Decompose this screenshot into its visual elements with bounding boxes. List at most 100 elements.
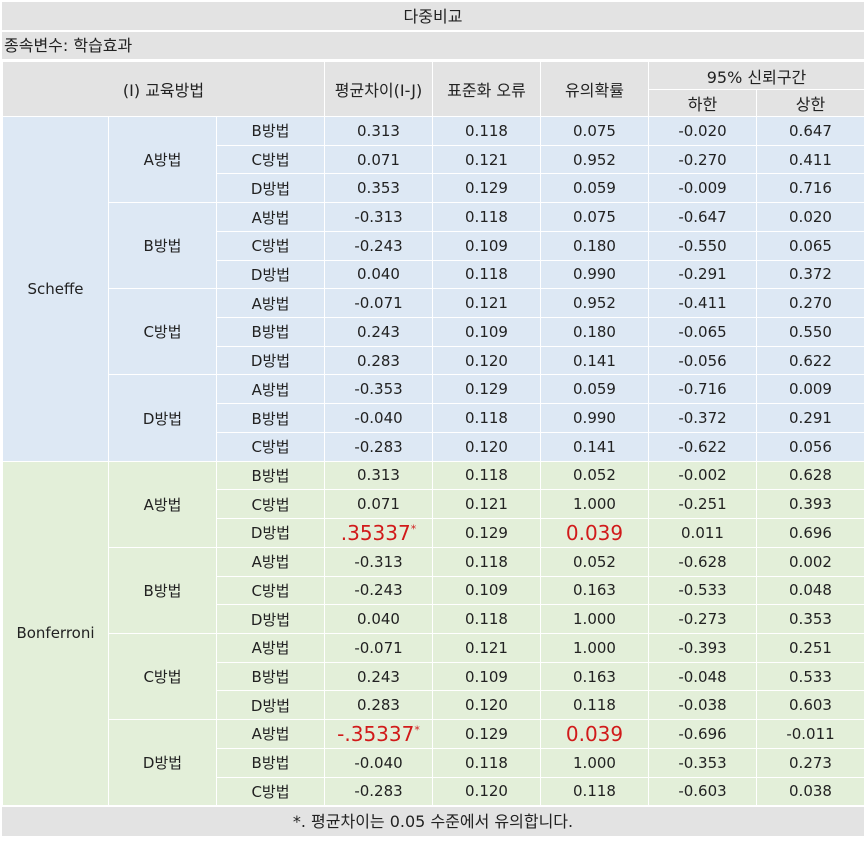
group-j-cell: B방법 [216,460,325,491]
method-label: Scheffe [2,116,109,462]
ci-lower-cell: -0.048 [648,661,757,692]
std-err-cell: 0.109 [432,661,541,692]
mean-diff-cell: 0.313 [324,116,433,146]
header-ci: 95% 신뢰구간 [648,61,865,90]
group-j-cell: B방법 [216,403,325,433]
ci-upper-cell: 0.353 [756,604,865,634]
std-err-cell: 0.129 [432,173,541,204]
group-j-cell: D방법 [216,518,325,548]
ci-lower-cell: -0.393 [648,632,757,663]
std-err-cell: 0.109 [432,230,541,261]
mean-diff-cell: 0.283 [324,690,433,721]
sig-cell: 0.141 [540,345,649,376]
ci-lower-cell: -0.273 [648,604,757,634]
sig-cell: 0.952 [540,144,649,175]
mean-diff-cell: 0.243 [324,661,433,692]
ci-lower-cell: -0.056 [648,345,757,376]
mean-diff-cell: 0.071 [324,489,433,520]
std-err-cell: 0.120 [432,431,541,462]
std-err-cell: 0.118 [432,116,541,146]
ci-upper-cell: 0.270 [756,288,865,319]
sig-cell: 0.990 [540,403,649,433]
ci-lower-cell: -0.550 [648,230,757,261]
group-j-cell: C방법 [216,431,325,462]
mean-diff-cell: 0.353 [324,173,433,204]
dependent-variable: 종속변수: 학습효과 [2,32,864,61]
mean-diff-cell: -0.243 [324,575,433,606]
group-j-cell: D방법 [216,604,325,634]
ci-lower-cell: -0.716 [648,374,757,405]
group-i-label: C방법 [108,632,217,721]
mean-diff-cell: 0.071 [324,144,433,175]
ci-lower-cell: -0.603 [648,776,757,807]
ci-upper-cell: 0.065 [756,230,865,261]
significance-marker: * [410,522,417,536]
std-err-cell: 0.118 [432,460,541,491]
table-row: B방법 0.243 0.109 0.163 -0.048 0.533 [3,661,865,692]
table-row: D방법 0.040 0.118 0.990 -0.291 0.372 [3,259,865,290]
mean-diff-value: .35337 [340,520,411,545]
group-j-cell: C방법 [216,230,325,261]
significance-marker: * [414,723,420,737]
mean-diff-cell: -0.243 [324,230,433,261]
table-row: C방법 -0.283 0.120 0.118 -0.603 0.038 [3,776,865,807]
mean-diff-cell: -0.353 [324,374,433,405]
mean-diff-cell: 0.243 [324,317,433,347]
mean-diff-cell: -0.313 [324,546,433,577]
std-err-cell: 0.121 [432,489,541,520]
group-j-cell: C방법 [216,776,325,807]
mean-diff-cell: -0.283 [324,431,433,462]
group-j-cell: C방법 [216,489,325,520]
ci-upper-cell: 0.020 [756,202,865,232]
ci-upper-cell: 0.056 [756,431,865,462]
significant-mean-diff: .35337* [341,521,416,545]
group-i-label: D방법 [108,719,217,807]
table-row: C방법 A방법 -0.071 0.121 0.952 -0.411 0.270 [3,288,865,376]
sig-cell: 0.075 [540,116,649,146]
sig-cell: 1.000 [540,489,649,520]
ci-lower-cell: -0.628 [648,546,757,577]
mean-diff-cell: 0.040 [324,259,433,290]
std-err-cell: 0.118 [432,747,541,778]
sig-cell: 0.052 [540,460,649,491]
table-row: D방법 0.353 0.129 0.059 -0.009 0.716 [3,173,865,204]
sig-cell: 0.163 [540,575,649,606]
ci-lower-cell: -0.270 [648,144,757,175]
group-j-cell: A방법 [216,374,325,405]
ci-lower-cell: -0.065 [648,317,757,347]
ci-lower-cell: -0.251 [648,489,757,520]
ci-lower-cell: -0.372 [648,403,757,433]
std-err-cell: 0.118 [432,259,541,290]
std-err-cell: 0.121 [432,144,541,175]
group-i-label: A방법 [108,460,217,548]
ci-upper-cell: 0.411 [756,144,865,175]
group-j-cell: C방법 [216,144,325,175]
ci-lower-cell: -0.353 [648,747,757,778]
group-j-cell: B방법 [216,661,325,692]
ci-upper-cell: 0.273 [756,747,865,778]
sig-cell: 0.180 [540,230,649,261]
mean-diff-cell: -0.313 [324,202,433,232]
sig-cell: 0.059 [540,173,649,204]
std-err-cell: 0.121 [432,632,541,663]
ci-lower-cell: 0.011 [648,518,757,548]
ci-upper-cell: 0.372 [756,259,865,290]
ci-upper-cell: 0.622 [756,345,865,376]
ci-lower-cell: -0.291 [648,259,757,290]
ci-upper-cell: 0.628 [756,460,865,491]
comparison-grid: (I) 교육방법 평균차이(I-J) 표준화 오류 유의확률 95% 신뢰구간 … [2,61,865,807]
group-i-label: B방법 [108,202,217,290]
ci-upper-cell: 0.603 [756,690,865,721]
group-i-label: B방법 [108,546,217,634]
ci-upper-cell: 0.291 [756,403,865,433]
table-row: D방법 0.283 0.120 0.118 -0.038 0.603 [3,690,865,721]
mean-diff-cell: -.35337* [324,719,433,749]
sig-cell: 0.075 [540,202,649,232]
mean-diff-cell: 0.040 [324,604,433,634]
sig-cell: 1.000 [540,747,649,778]
ci-upper-cell: 0.251 [756,632,865,663]
sig-cell: 0.141 [540,431,649,462]
mean-diff-cell: 0.313 [324,460,433,491]
table-row: B방법 -0.040 0.118 1.000 -0.353 0.273 [3,747,865,778]
group-j-cell: D방법 [216,173,325,204]
